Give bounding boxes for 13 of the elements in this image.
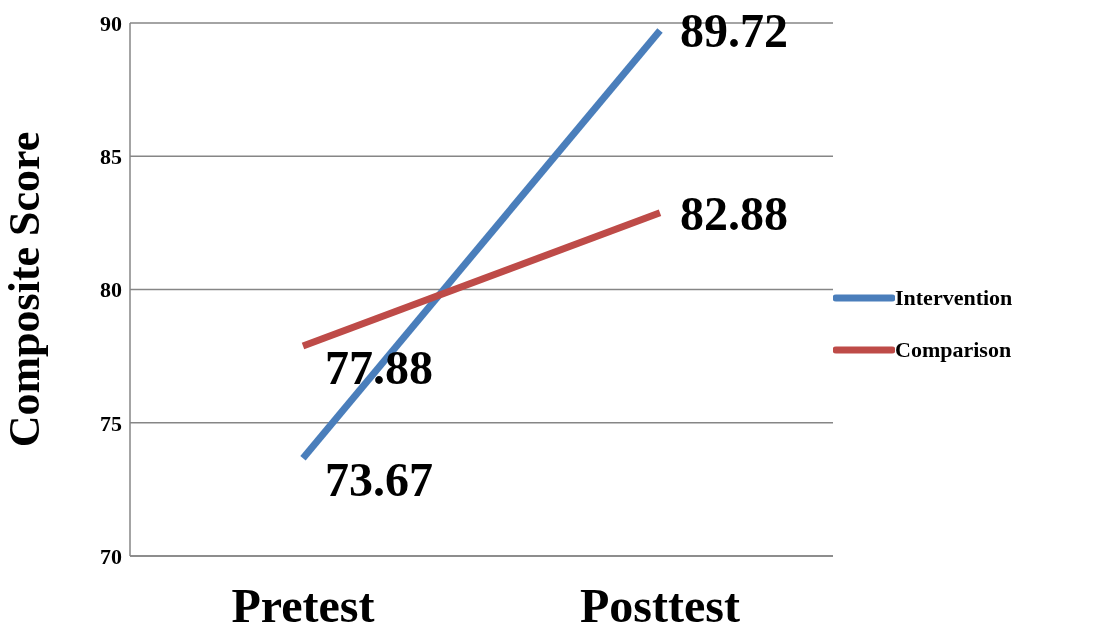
y-tick-label: 80 xyxy=(100,277,122,303)
data-label: 73.67 xyxy=(325,453,433,507)
y-tick-label: 75 xyxy=(100,410,122,436)
y-axis-title: Composite Score xyxy=(0,131,49,448)
x-tick-label: Pretest xyxy=(231,579,375,633)
legend-label: Comparison xyxy=(895,337,1012,363)
y-tick-label: 85 xyxy=(100,144,122,170)
data-label: 82.88 xyxy=(680,186,788,240)
data-label: 89.72 xyxy=(680,4,788,58)
legend-label: Intervention xyxy=(895,285,1013,311)
y-tick-label: 90 xyxy=(100,10,122,36)
y-tick-label: 70 xyxy=(100,543,122,569)
x-tick-label: Posttest xyxy=(580,579,740,633)
